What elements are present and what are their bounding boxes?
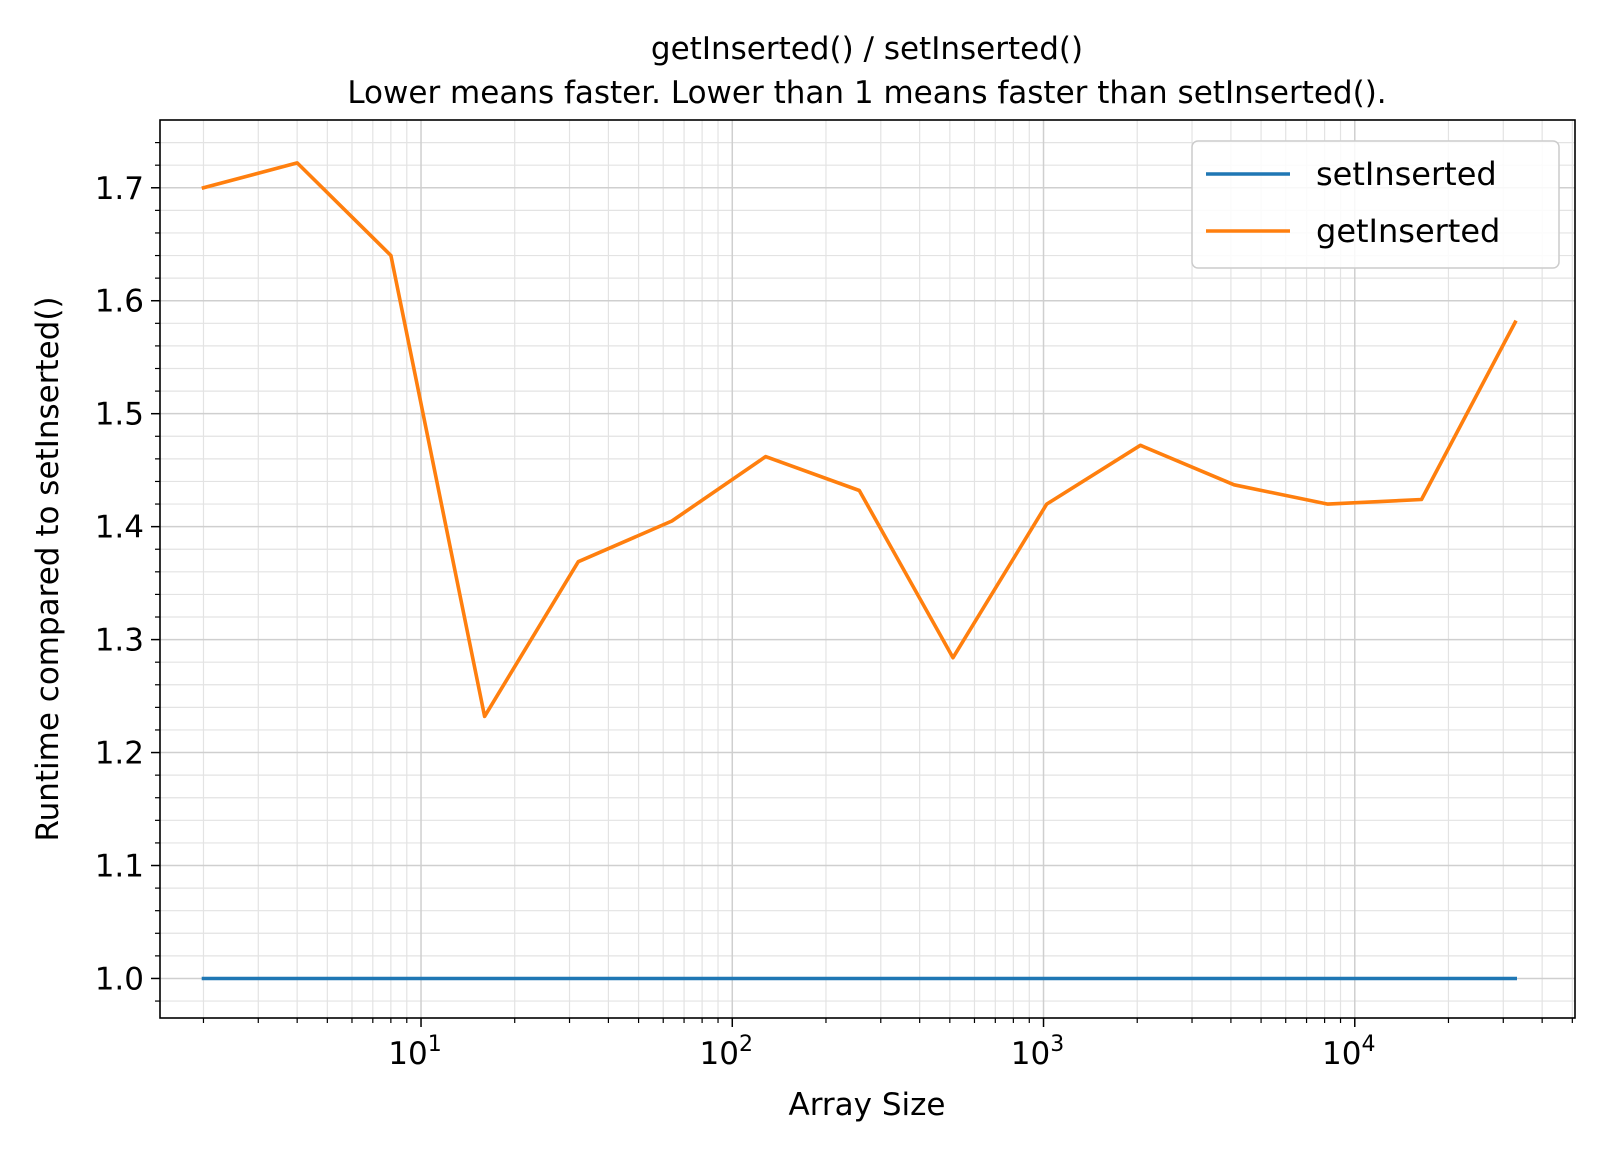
- minor-grid: [160, 120, 1575, 1018]
- y-tick-label: 1.5: [95, 397, 144, 433]
- legend-label-getinserted: getInserted: [1316, 212, 1500, 250]
- plot-frame: [159, 119, 1576, 1019]
- legend-label-setinserted: setInserted: [1316, 155, 1497, 193]
- legend: setInserted getInserted: [1191, 140, 1560, 269]
- y-tick-label: 1.4: [95, 510, 144, 546]
- chart-subtitle: Lower means faster. Lower than 1 means f…: [347, 75, 1386, 111]
- series-line-getinserted: [201, 161, 1518, 719]
- x-tick-label: 104: [1322, 1032, 1375, 1072]
- series-layer: [201, 161, 1518, 981]
- y-tick-label: 1.1: [95, 849, 144, 885]
- y-tick-label: 1.7: [95, 171, 144, 207]
- y-tick-label: 1.3: [95, 623, 144, 659]
- y-tick-label: 1.6: [95, 284, 144, 320]
- y-tick-label: 1.0: [95, 961, 144, 997]
- axis-ticks: [151, 141, 1573, 1027]
- y-tick-label: 1.2: [95, 736, 144, 772]
- y-axis-label: Runtime compared to setInserted(): [30, 296, 66, 841]
- x-axis-label: Array Size: [789, 1087, 946, 1123]
- chart-title: getInserted() / setInserted(): [651, 31, 1083, 67]
- x-tick-label: 102: [700, 1032, 753, 1072]
